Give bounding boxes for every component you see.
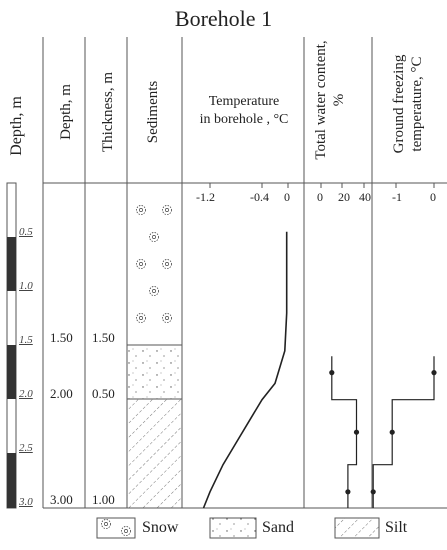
legend bbox=[96, 517, 380, 539]
temperature-tick-label: 0 bbox=[284, 190, 290, 204]
legend-snow-label: Snow bbox=[142, 519, 179, 536]
layer-depth-value: 3.00 bbox=[50, 492, 73, 507]
legend-sand-swatch bbox=[209, 517, 257, 539]
data-point-marker bbox=[329, 370, 335, 376]
sediment-sand-layer bbox=[126, 344, 183, 400]
data-point-marker bbox=[353, 429, 360, 435]
temperature-tick-label: -1.2 bbox=[196, 190, 215, 204]
temperature-curve bbox=[202, 231, 288, 509]
data-point-marker bbox=[389, 429, 395, 435]
legend-snow-swatch bbox=[96, 517, 136, 539]
layer-depth-value: 1.50 bbox=[50, 330, 73, 345]
chart-title: Borehole 1 bbox=[174, 6, 273, 31]
temperature-header: Temperature in borehole , °C bbox=[184, 93, 304, 129]
water-tick-label: 20 bbox=[338, 190, 350, 204]
legend-silt-label: Silt bbox=[385, 519, 408, 536]
water-tick-label: 40 bbox=[359, 190, 371, 204]
layer-thickness-value: 0.50 bbox=[92, 386, 115, 401]
layer-thickness-value: 1.00 bbox=[92, 492, 115, 507]
depth-tick-label: 1.0 bbox=[19, 280, 33, 292]
freezing-temperature-line bbox=[372, 356, 435, 508]
depth-tick-label: 3.0 bbox=[19, 496, 33, 508]
water-tick-label: 0 bbox=[317, 190, 323, 204]
legend-silt-swatch bbox=[334, 517, 380, 539]
data-point-marker bbox=[370, 489, 376, 495]
depth-scale-bar bbox=[6, 182, 17, 509]
depth-tick-label: 1.5 bbox=[19, 334, 33, 346]
sediment-silt-layer bbox=[126, 398, 183, 509]
depth-tick-label: 0.5 bbox=[19, 226, 33, 238]
layer-thickness-value: 1.50 bbox=[92, 330, 115, 345]
axis-ticks bbox=[209, 183, 435, 188]
temperature-tick-label: -0.4 bbox=[250, 190, 269, 204]
data-point-marker bbox=[431, 370, 437, 376]
temperature-header-line1: Temperature bbox=[208, 94, 280, 109]
freezing-tick-label: -1 bbox=[392, 190, 402, 204]
layer-depth-value: 2.00 bbox=[50, 386, 73, 401]
water-content-line bbox=[331, 356, 358, 508]
freezing-tick-label: 0 bbox=[430, 190, 436, 204]
legend-sand-label: Sand bbox=[262, 519, 294, 536]
table-grid bbox=[42, 37, 447, 509]
temperature-header-line2: in borehole , °C bbox=[199, 112, 289, 127]
data-point-marker bbox=[345, 489, 351, 495]
sediment-snow-layer bbox=[136, 205, 172, 323]
depth-tick-label: 2.0 bbox=[19, 388, 33, 400]
depth-tick-label: 2.5 bbox=[19, 442, 33, 454]
